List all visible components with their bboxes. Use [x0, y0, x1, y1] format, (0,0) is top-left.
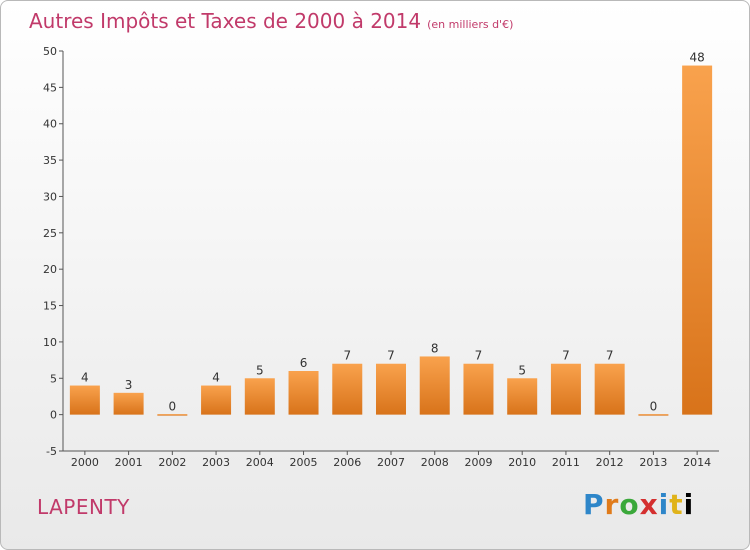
- x-tick-label: 2014: [683, 456, 711, 469]
- bar: [376, 363, 406, 415]
- bar: [244, 378, 275, 415]
- proxiti-logo: Proxiti: [583, 488, 694, 521]
- x-tick-label: 2005: [290, 456, 318, 469]
- data-label: 7: [562, 349, 570, 363]
- data-label: 5: [518, 363, 526, 377]
- logo-letter: i: [658, 488, 670, 521]
- bar: [288, 371, 319, 415]
- logo-letter: o: [619, 488, 640, 521]
- chart-unit: (en milliers d'€): [427, 18, 514, 31]
- x-tick-label: 2011: [552, 456, 580, 469]
- bar: [550, 363, 581, 415]
- y-tick-label: 25: [43, 227, 57, 240]
- x-tick-label: 2008: [421, 456, 449, 469]
- chart-bars: [69, 65, 713, 416]
- commune-name: LAPENTY: [37, 495, 130, 519]
- x-tick-label: 2009: [464, 456, 492, 469]
- data-label: 7: [475, 349, 483, 363]
- x-tick-label: 2006: [333, 456, 361, 469]
- bar: [201, 385, 232, 415]
- data-label: 5: [256, 363, 264, 377]
- y-tick-label: 50: [43, 45, 57, 58]
- logo-letter: r: [604, 488, 620, 521]
- y-tick-label: 5: [50, 372, 57, 385]
- y-tick-label: 30: [43, 190, 57, 203]
- x-tick-label: 2003: [202, 456, 230, 469]
- bar: [682, 65, 713, 415]
- x-tick-label: 2010: [508, 456, 536, 469]
- data-label: 0: [169, 400, 177, 414]
- y-tick-label: 35: [43, 154, 57, 167]
- data-label: 7: [387, 349, 395, 363]
- x-tick-label: 2004: [246, 456, 274, 469]
- bar: [638, 414, 669, 416]
- bar: [507, 378, 538, 415]
- data-label: 8: [431, 341, 439, 355]
- logo-letter: t: [669, 488, 684, 521]
- data-label: 7: [606, 349, 614, 363]
- bar: [113, 392, 144, 415]
- chart-title-text: Autres Impôts et Taxes de 2000 à 2014: [29, 9, 422, 33]
- chart-labels: -505101520253035404550200042001320020200…: [43, 45, 711, 469]
- bar: [594, 363, 625, 415]
- bar: [419, 356, 450, 415]
- y-tick-label: 0: [50, 409, 57, 422]
- data-label: 4: [81, 371, 89, 385]
- chart-axes: [59, 50, 719, 455]
- data-label: 3: [125, 378, 133, 392]
- x-tick-label: 2012: [596, 456, 624, 469]
- y-tick-label: 45: [43, 81, 57, 94]
- data-label: 0: [650, 400, 658, 414]
- bar: [157, 414, 188, 416]
- data-label: 4: [212, 371, 220, 385]
- x-tick-label: 2007: [377, 456, 405, 469]
- x-tick-label: 2000: [71, 456, 99, 469]
- x-tick-label: 2002: [158, 456, 186, 469]
- bar: [332, 363, 363, 415]
- data-label: 6: [300, 356, 308, 370]
- x-tick-label: 2001: [115, 456, 143, 469]
- y-tick-label: 20: [43, 263, 57, 276]
- logo-letter: x: [639, 488, 659, 521]
- y-tick-label: 40: [43, 118, 57, 131]
- y-tick-label: -5: [46, 445, 57, 458]
- data-label: 7: [343, 349, 351, 363]
- x-tick-label: 2013: [639, 456, 667, 469]
- logo-letter: i: [683, 488, 695, 521]
- y-tick-label: 15: [43, 300, 57, 313]
- y-tick-label: 10: [43, 336, 57, 349]
- bar: [463, 363, 494, 415]
- bar: [69, 385, 100, 415]
- data-label: 48: [689, 51, 704, 65]
- chart-title: Autres Impôts et Taxes de 2000 à 2014 (en…: [29, 9, 513, 33]
- logo-letter: P: [583, 488, 605, 521]
